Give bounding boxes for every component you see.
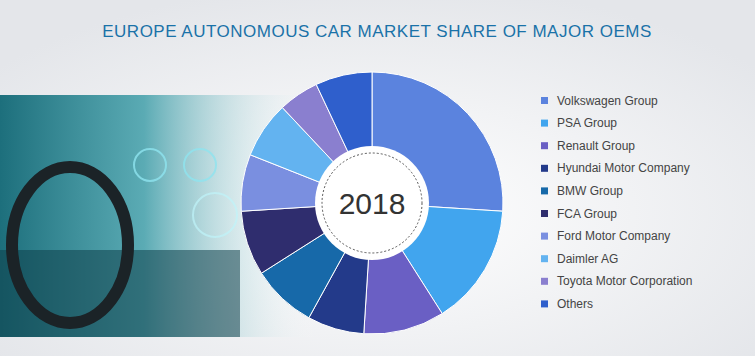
legend-label: FCA Group (557, 207, 617, 221)
legend-swatch (541, 187, 548, 194)
legend-label: PSA Group (557, 116, 617, 130)
legend-label: Ford Motor Company (557, 229, 670, 243)
legend-swatch (541, 210, 548, 217)
legend-swatch (541, 255, 548, 262)
legend-swatch (541, 233, 548, 240)
gauge (184, 149, 216, 181)
legend-swatch (541, 278, 548, 285)
legend-label: Volkswagen Group (557, 94, 658, 108)
legend-swatch (541, 120, 548, 127)
chart-root: EUROPE AUTONOMOUS CAR MARKET SHARE OF MA… (0, 0, 755, 356)
legend-label: Renault Group (557, 139, 635, 153)
legend-label: Hyundai Motor Company (557, 161, 690, 175)
legend-label: Others (557, 297, 593, 311)
legend-swatch (541, 300, 548, 307)
legend: Volkswagen Group PSA Group Renault Group Hy… (541, 94, 692, 311)
hole-ring (322, 153, 422, 253)
legend-swatch (541, 142, 548, 149)
legend-label: Toyota Motor Corporation (557, 274, 692, 288)
title: EUROPE AUTONOMOUS CAR MARKET SHARE OF MA… (102, 22, 652, 41)
legend-label: Daimler AG (557, 252, 618, 266)
pie (241, 72, 503, 334)
gauge (134, 149, 166, 181)
legend-label: BMW Group (557, 184, 623, 198)
hud-circle (193, 193, 237, 237)
background (0, 0, 755, 356)
legend-swatch (541, 165, 548, 172)
center-label: 2018 (339, 187, 406, 220)
steering-wheel (12, 167, 128, 323)
legend-swatch (541, 97, 548, 104)
donut-hole (315, 146, 429, 260)
